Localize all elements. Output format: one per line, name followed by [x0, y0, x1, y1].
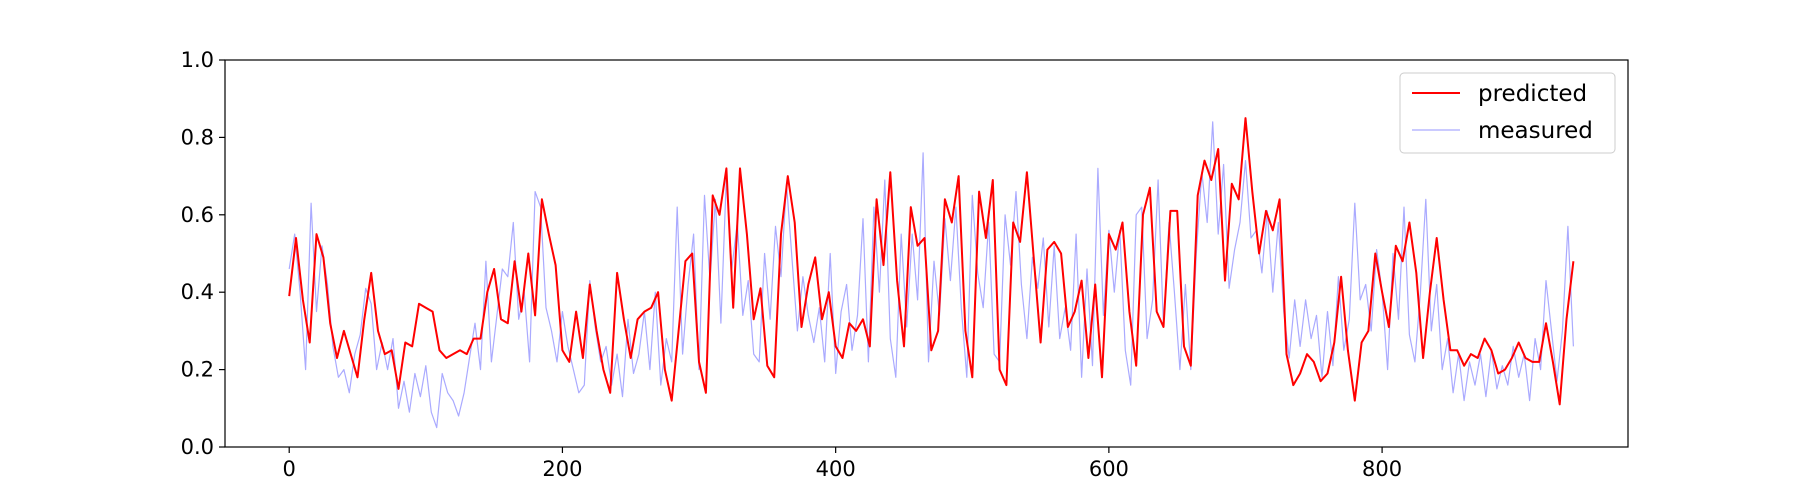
y-tick-label: 1.0 [181, 48, 214, 72]
x-tick-label: 600 [1089, 457, 1129, 481]
series-line-measured [288, 121, 1574, 429]
y-tick-label: 0.4 [181, 280, 214, 304]
y-tick-label: 0.8 [181, 125, 214, 149]
plot-area [288, 117, 1575, 429]
legend-label-predicted: predicted [1478, 81, 1587, 107]
x-tick-label: 400 [816, 457, 856, 481]
series-line-predicted [288, 117, 1575, 406]
x-tick-label: 200 [542, 457, 582, 481]
y-tick-label: 0.0 [181, 435, 214, 459]
y-tick-label: 0.6 [181, 203, 214, 227]
plot-frame [224, 59, 1629, 448]
axes: 0 200 400 600 800 0.0 0.2 0.4 0.6 0.8 1.0 [181, 48, 1403, 481]
y-tick-label: 0.2 [181, 358, 214, 382]
legend: predicted measured [1399, 72, 1616, 154]
x-tick-label: 800 [1362, 457, 1402, 481]
x-tick-label: 0 [283, 457, 296, 481]
legend-label-measured: measured [1478, 118, 1593, 144]
